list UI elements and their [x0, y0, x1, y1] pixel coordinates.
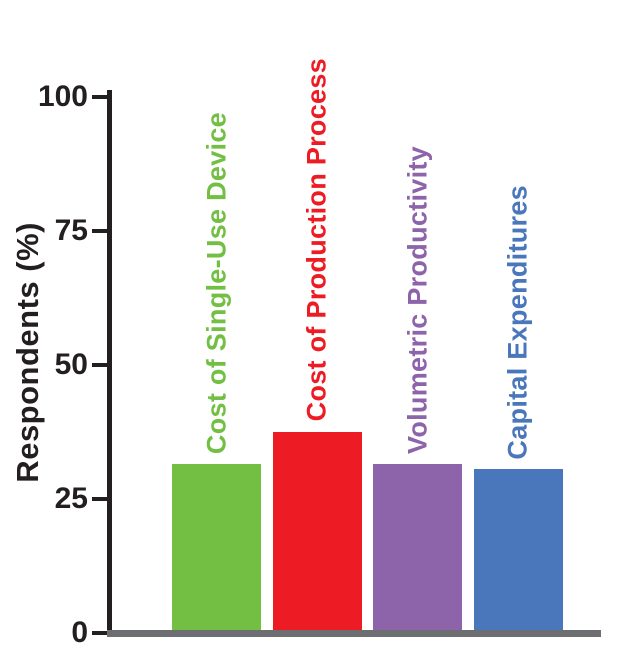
x-axis-line	[107, 630, 601, 637]
bar-2	[272, 431, 362, 630]
y-tick-label: 50	[54, 348, 88, 381]
bar-1	[172, 463, 261, 630]
bar-label-2: Cost of Production Process	[301, 58, 332, 422]
y-tick-mark	[92, 229, 107, 233]
y-tick-label: 0	[71, 616, 88, 649]
y-tick-mark	[92, 95, 107, 99]
bar-label-1: Cost of Single-Use Device	[201, 111, 231, 454]
y-tick-label: 100	[37, 80, 88, 113]
bar-label-3: Volumetric Productivity	[402, 145, 432, 454]
bar-label-4: Capital Expenditures	[502, 184, 533, 460]
y-tick-mark	[92, 497, 107, 501]
bar-3	[373, 463, 462, 630]
y-axis-line	[107, 90, 112, 636]
y-tick-label: 25	[54, 482, 88, 515]
y-tick-mark	[92, 631, 107, 635]
y-tick-label: 75	[54, 214, 88, 247]
y-tick-mark	[92, 363, 107, 367]
bar-4	[473, 469, 563, 630]
